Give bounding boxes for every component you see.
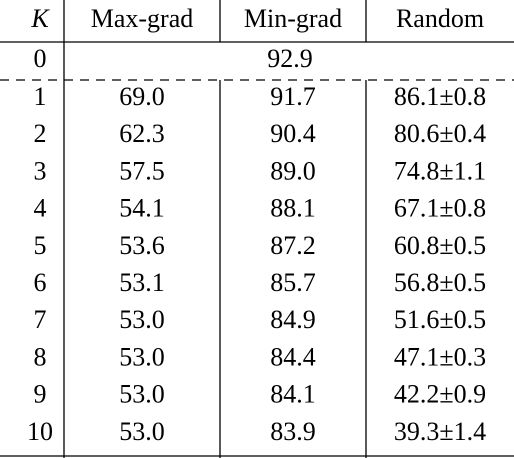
cell: 89.0 [270, 156, 316, 185]
cell: 67.1±0.8 [394, 194, 486, 223]
cell: 88.1 [270, 194, 316, 223]
cell: 87.2 [270, 231, 316, 260]
cell: 62.3 [119, 119, 165, 148]
cell: 7 [34, 305, 47, 334]
cell: 56.8±0.5 [394, 268, 486, 297]
cell: 53.0 [119, 305, 165, 334]
cell: 0 [34, 44, 47, 73]
cell: 86.1±0.8 [394, 82, 486, 111]
cell: 9 [34, 380, 47, 409]
column-header: K [30, 4, 50, 33]
cell: 53.0 [119, 342, 165, 371]
cell: 83.9 [270, 417, 316, 446]
cell: 85.7 [270, 268, 316, 297]
cell: 84.9 [270, 305, 316, 334]
cell: 53.6 [119, 231, 165, 260]
cell: 92.9 [267, 44, 313, 73]
cell: 53.0 [119, 417, 165, 446]
cell: 4 [34, 194, 47, 223]
cell: 57.5 [119, 156, 165, 185]
cell: 54.1 [119, 194, 165, 223]
cell: 42.2±0.9 [394, 380, 486, 409]
cell: 6 [34, 268, 47, 297]
cell: 8 [34, 342, 47, 371]
cell: 10 [27, 417, 53, 446]
cell: 2 [34, 119, 47, 148]
cell: 60.8±0.5 [394, 231, 486, 260]
cell: 51.6±0.5 [394, 305, 486, 334]
cell: 90.4 [270, 119, 316, 148]
cell: 91.7 [270, 82, 316, 111]
cell: 47.1±0.3 [394, 342, 486, 371]
cell: 1 [34, 82, 47, 111]
cell: 5 [34, 231, 47, 260]
column-header: Max-grad [91, 4, 194, 33]
cell: 69.0 [119, 82, 165, 111]
column-header: Random [396, 4, 484, 33]
column-header: Min-grad [244, 4, 342, 33]
cell: 53.1 [119, 268, 165, 297]
cell: 74.8±1.1 [394, 156, 486, 185]
cell: 53.0 [119, 380, 165, 409]
cell: 84.4 [270, 342, 316, 371]
cell: 39.3±1.4 [394, 417, 486, 446]
cell: 3 [34, 156, 47, 185]
cell: 84.1 [270, 380, 316, 409]
cell: 80.6±0.4 [394, 119, 486, 148]
